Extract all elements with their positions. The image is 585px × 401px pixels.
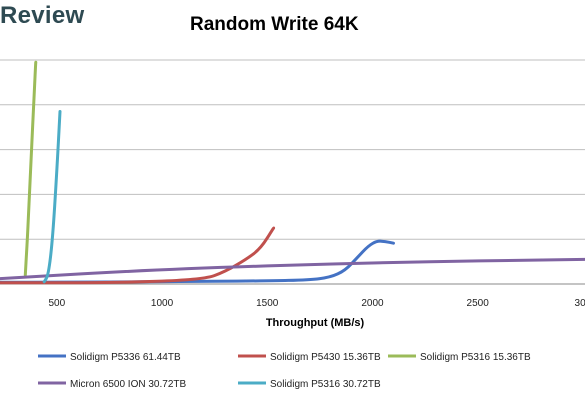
x-axis-label: Throughput (MB/s) [266, 317, 365, 329]
legend-entry: Micron 6500 ION 30.72TB [70, 379, 186, 390]
series-line [42, 110, 62, 284]
brand-logo: Review [0, 2, 85, 29]
legend-entry: Solidigm P5316 30.72TB [270, 379, 381, 390]
series-line [0, 257, 585, 281]
x-tick-label: 1500 [256, 298, 279, 309]
series-line [23, 60, 38, 277]
x-tick-labels: 500 1000 1500 2000 2500 300 [48, 298, 585, 309]
x-tick-label: 1000 [151, 298, 174, 309]
legend-entry: Solidigm P5336 61.44TB [70, 352, 181, 363]
legend-entry: Solidigm P5430 15.36TB [270, 352, 381, 363]
x-tick-label: 500 [48, 298, 65, 309]
gridlines [0, 59, 585, 240]
series-line [0, 226, 276, 285]
legend-entry: Solidigm P5316 15.36TB [420, 352, 531, 363]
chart-title: Random Write 64K [190, 14, 359, 35]
x-tick-label: 2000 [361, 298, 384, 309]
legend: Solidigm P5336 61.44TB Solidigm P5430 15.… [38, 352, 531, 390]
series-lines [0, 60, 585, 285]
x-tick-label: 300 [575, 298, 585, 309]
x-tick-label: 2500 [467, 298, 490, 309]
